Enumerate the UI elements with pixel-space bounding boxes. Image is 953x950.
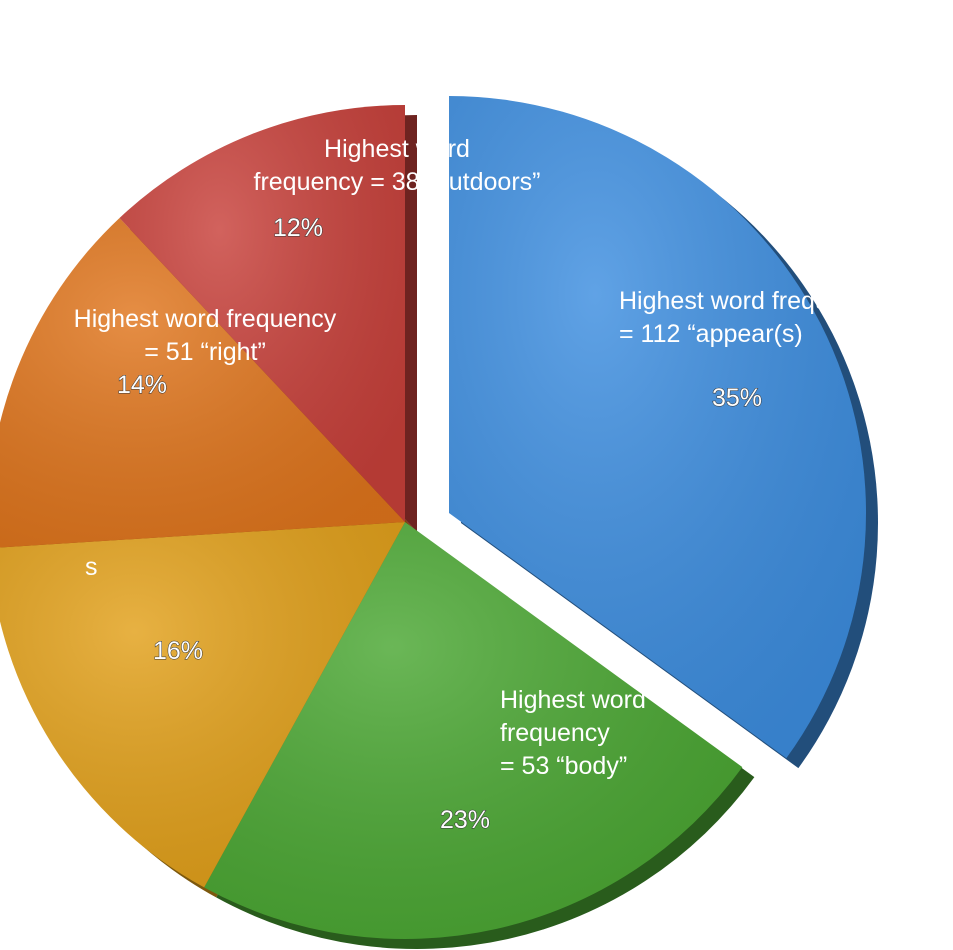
slice-label-line: = 112 “appear(s) [619,320,803,348]
slice-label-line: Highest word frequen [619,287,857,315]
pie-slice-sheen [119,105,405,522]
slice-label-line: Highest word frequency [74,305,337,333]
pie-slice-sheen [0,218,405,548]
slice-label-line: = 53 “body” [500,752,627,780]
slice-label: s [85,553,98,581]
slice-percent-label: 12% [273,214,323,242]
slice-label: Highest word frequency = 53 “body” [500,686,646,780]
slice-percent-label: 23% [440,806,490,834]
slice-label-line: frequency [500,719,610,747]
pie-slice-sheen [449,96,867,759]
slice-label-line: s [85,553,98,581]
slice-label: Highest word frequency = 51 “right” [74,305,337,366]
slice-label-line: Highest word [500,686,646,714]
slice-label: Highest word frequency = 38 “outdoors” [254,135,541,196]
pie-slice-sheen [0,522,405,888]
slice-label-line: = 51 “right” [144,338,266,366]
slice-label: Highest word frequen = 112 “appear(s) [619,287,857,348]
slice-percent-label: 35% [712,384,762,412]
slice-label-line: Highest word [324,135,470,163]
slice-label-line: frequency = 38 “outdoors” [254,168,541,196]
slice-percent-label: 16% [153,637,203,665]
pie-slice-sheen [204,522,743,940]
slice-percent-label: 14% [117,371,167,399]
